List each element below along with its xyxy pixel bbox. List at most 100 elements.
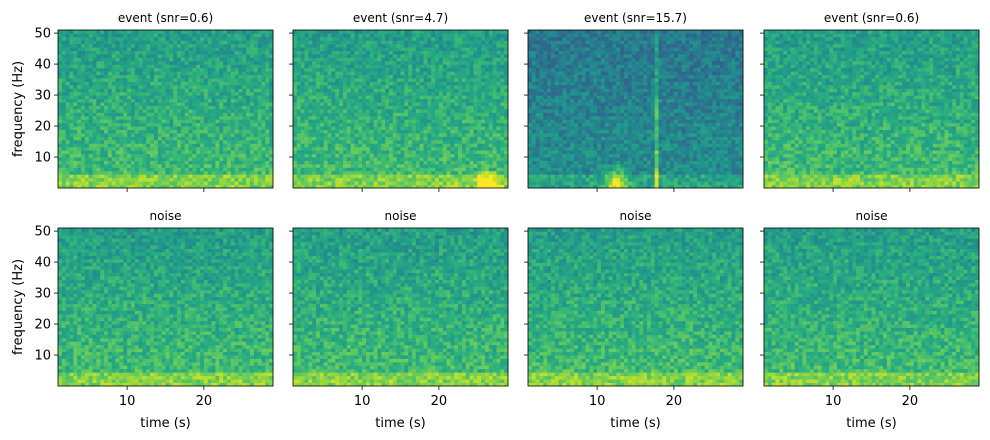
heatmap-cell — [404, 167, 408, 171]
heatmap-cell — [308, 112, 312, 116]
heatmap-cell — [339, 40, 343, 44]
heatmap-cell — [131, 61, 135, 65]
heatmap-cell — [427, 150, 431, 154]
heatmap-cell — [466, 154, 470, 158]
heatmap-cell — [416, 150, 420, 154]
heatmap-cell — [62, 161, 66, 165]
heatmap-cell — [196, 126, 200, 130]
heatmap-cell — [100, 82, 104, 86]
heatmap-cell — [443, 161, 447, 165]
heatmap-cell — [108, 161, 112, 165]
heatmap-cell — [496, 61, 500, 65]
heatmap-cell — [127, 171, 131, 175]
heatmap-cell — [70, 95, 74, 99]
heatmap-cell — [127, 106, 131, 110]
heatmap-cell — [185, 157, 189, 161]
heatmap-cell — [439, 85, 443, 89]
heatmap-cell — [366, 126, 370, 130]
heatmap-cell — [308, 92, 312, 96]
heatmap-cell — [135, 140, 139, 144]
heatmap-cell — [189, 99, 193, 103]
heatmap-cell — [73, 181, 77, 185]
heatmap-cell — [238, 75, 242, 79]
heatmap-cell — [142, 116, 146, 120]
heatmap-cell — [119, 143, 123, 147]
heatmap-cell — [173, 33, 177, 37]
heatmap-cell — [470, 143, 474, 147]
heatmap-cell — [150, 102, 154, 106]
heatmap-cell — [166, 136, 170, 140]
heatmap-cell — [424, 57, 428, 61]
heatmap-cell — [73, 126, 77, 130]
heatmap-cell — [223, 147, 227, 151]
heatmap-cell — [181, 147, 185, 151]
heatmap-cell — [328, 116, 332, 120]
heatmap-cell — [366, 51, 370, 55]
heatmap-cell — [401, 106, 405, 110]
heatmap-cell — [389, 161, 393, 165]
heatmap-cell — [381, 78, 385, 82]
heatmap-cell — [238, 85, 242, 89]
heatmap-cell — [320, 171, 324, 175]
heatmap-cell — [320, 181, 324, 185]
heatmap-cell — [238, 181, 242, 185]
heatmap-cell — [231, 75, 235, 79]
heatmap-cell — [219, 71, 223, 75]
heatmap-cell — [493, 112, 497, 116]
heatmap-cell — [100, 64, 104, 68]
heatmap-cell — [108, 71, 112, 75]
heatmap-cell — [100, 136, 104, 140]
heatmap-cell — [343, 95, 347, 99]
heatmap-cell — [354, 143, 358, 147]
heatmap-cell — [343, 157, 347, 161]
heatmap-cell — [169, 126, 173, 130]
heatmap-cell — [401, 174, 405, 178]
heatmap-cell — [404, 99, 408, 103]
heatmap-cell — [154, 119, 158, 123]
heatmap-cell — [250, 78, 254, 82]
heatmap-cell — [339, 82, 343, 86]
heatmap-cell — [424, 82, 428, 86]
heatmap-cell — [185, 68, 189, 72]
heatmap-cell — [416, 106, 420, 110]
heatmap-cell — [81, 164, 85, 168]
heatmap-cell — [62, 147, 66, 151]
heatmap-cell — [328, 154, 332, 158]
heatmap-cell — [470, 40, 474, 44]
heatmap-cell — [343, 102, 347, 106]
heatmap-cell — [389, 102, 393, 106]
heatmap-cell — [242, 30, 246, 34]
heatmap-cell — [458, 126, 462, 130]
heatmap-cell — [223, 130, 227, 134]
heatmap-cell — [85, 126, 89, 130]
heatmap-cell — [328, 71, 332, 75]
heatmap-cell — [431, 78, 435, 82]
heatmap-cell — [362, 75, 366, 79]
heatmap-cell — [200, 54, 204, 58]
heatmap-cell — [223, 157, 227, 161]
heatmap-cell — [328, 143, 332, 147]
heatmap-cell — [477, 95, 481, 99]
heatmap-cell — [100, 140, 104, 144]
heatmap-cell — [351, 133, 355, 137]
heatmap-cell — [320, 143, 324, 147]
heatmap-cell — [393, 57, 397, 61]
heatmap-cell — [173, 106, 177, 110]
heatmap-cell — [328, 133, 332, 137]
heatmap-cell — [500, 178, 504, 182]
heatmap-cell — [142, 157, 146, 161]
heatmap-cell — [293, 116, 297, 120]
heatmap-cell — [85, 136, 89, 140]
heatmap-cell — [200, 85, 204, 89]
heatmap-cell — [404, 85, 408, 89]
heatmap-cell — [142, 150, 146, 154]
heatmap-cell — [81, 178, 85, 182]
heatmap-cell — [58, 147, 62, 151]
heatmap-cell — [169, 109, 173, 113]
heatmap-cell — [215, 44, 219, 48]
heatmap-cell — [496, 181, 500, 185]
heatmap-cell — [347, 40, 351, 44]
heatmap-cell — [320, 106, 324, 110]
heatmap-cell — [420, 92, 424, 96]
heatmap-cell — [146, 51, 150, 55]
